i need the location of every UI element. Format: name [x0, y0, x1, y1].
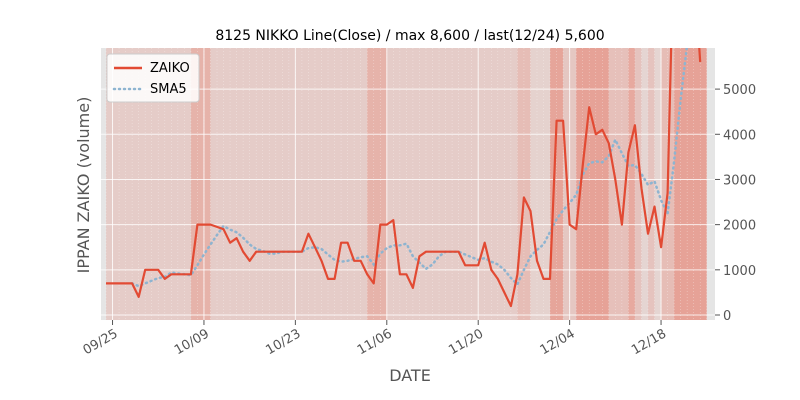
- x-tick-label: 10/09: [172, 326, 212, 358]
- chart-title: 8125 NIKKO Line(Close) / max 8,600 / las…: [215, 28, 604, 44]
- x-tick-label: 12/18: [629, 326, 669, 358]
- legend-label-sma5: SMA5: [150, 82, 187, 97]
- series-line-zaiko: [106, 48, 702, 308]
- legend: ZAIKO SMA5: [106, 53, 200, 103]
- x-tick-label: 12/04: [538, 326, 578, 358]
- x-tick-label: 09/25: [81, 326, 121, 358]
- series-line-sma5: [130, 48, 688, 288]
- highlight-band: [628, 48, 635, 320]
- y-tick-label: 2000: [723, 219, 756, 234]
- highlight-band: [674, 48, 707, 320]
- x-tick-label: 11/06: [355, 326, 395, 358]
- y-tick-label: 3000: [723, 173, 756, 188]
- y-axis-label: IPPAN ZAIKO (volume): [74, 97, 93, 274]
- highlight-band: [634, 48, 642, 320]
- highlight-band: [608, 48, 629, 320]
- plot-background: [101, 48, 715, 320]
- legend-label-zaiko: ZAIKO: [150, 61, 190, 76]
- x-tick-label: 10/23: [263, 326, 303, 358]
- y-tick-label: 1000: [723, 264, 756, 279]
- y-tick-label: 4000: [723, 128, 756, 143]
- x-axis-label: DATE: [389, 366, 431, 385]
- y-axis: 0 1000 2000 3000 4000 5000: [715, 83, 756, 324]
- highlight-band: [517, 48, 531, 320]
- highlight-band: [210, 48, 368, 320]
- highlight-band: [641, 48, 648, 320]
- highlight-band: [654, 48, 662, 320]
- y-tick-label: 5000: [723, 83, 756, 98]
- x-tick-label: 11/20: [446, 326, 486, 358]
- y-tick-label: 0: [723, 309, 731, 324]
- series-layer: [106, 48, 702, 308]
- x-axis: 09/25 10/09 10/23 11/06 11/20 12/04 12/18: [81, 320, 669, 358]
- highlight-band: [550, 48, 564, 320]
